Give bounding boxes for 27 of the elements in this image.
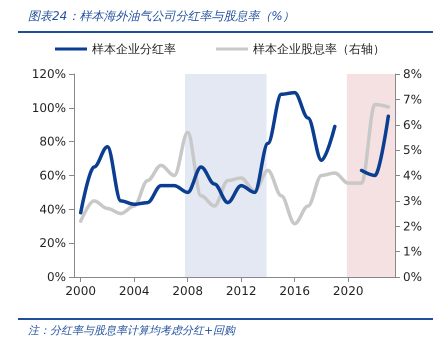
y2-tick-label: 6%	[403, 118, 422, 132]
y2-tick-label: 5%	[403, 143, 422, 158]
x-tick-label: 2004	[118, 284, 150, 298]
y2-tick-label: 8%	[403, 67, 422, 81]
y2-tick-label: 3%	[403, 194, 422, 208]
legend-label: 样本企业分红率	[92, 42, 176, 56]
y2-tick-label: 1%	[403, 244, 422, 259]
legend-label: 样本企业股息率（右轴）	[253, 42, 385, 56]
y2-tick-label: 0%	[403, 270, 422, 284]
x-tick-label: 2000	[65, 284, 96, 298]
y-tick-label: 0%	[46, 270, 66, 284]
y-tick-label: 20%	[39, 236, 66, 250]
y-tick-label: 120%	[32, 67, 66, 81]
x-tick-label: 2008	[172, 284, 203, 298]
text: 注：分红率与股息率计算均考虑分红+回购	[28, 323, 236, 338]
y2-tick-label: 2%	[403, 219, 422, 234]
line-series	[78, 102, 390, 226]
y-tick-label: 60%	[39, 168, 66, 182]
y2-tick-label: 4%	[403, 168, 422, 182]
x-tick-label: 2012	[226, 284, 256, 298]
x-tick-label: 2016	[279, 284, 310, 298]
y-tick-label: 80%	[39, 134, 66, 149]
x-tick-label: 2020	[332, 284, 364, 298]
y-tick-label: 100%	[32, 100, 66, 115]
chart-title: 图表24：样本海外油气公司分红率与股息率（%）	[28, 8, 295, 25]
y-tick-label: 40%	[39, 202, 66, 216]
y2-tick-label: 7%	[403, 92, 422, 106]
